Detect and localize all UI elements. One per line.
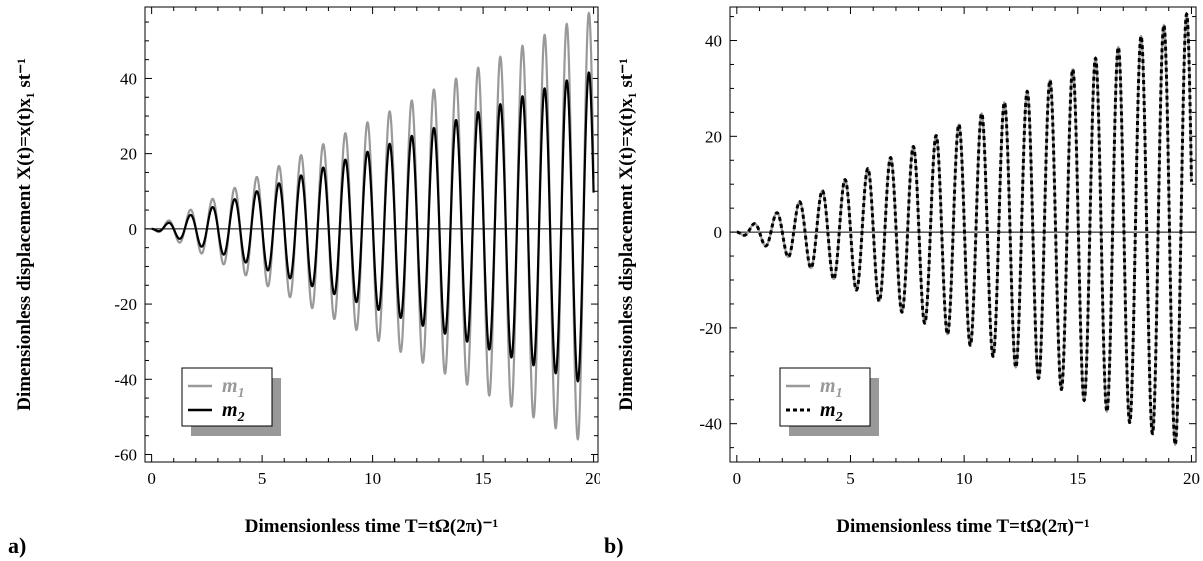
legend-label-base: m — [222, 375, 238, 397]
y-axis-title: Dimensionless displacement X(t)=x(t)x₁ s… — [616, 58, 637, 411]
panel-label: b) — [604, 533, 624, 558]
legend-label-m1: m1 — [222, 375, 245, 401]
x-tick-label: 20 — [1183, 469, 1200, 488]
chart-panel-a: 0 5 10 15 20 -60 -40 -20 0 20 40 m1 m2 Dimensionless … — [0, 0, 600, 561]
series-group — [151, 11, 595, 441]
y-tick-label: -20 — [114, 295, 137, 314]
x-axis-title: Dimensionless time T=tΩ(2π)⁻¹ — [836, 516, 1089, 537]
legend-box — [181, 367, 273, 427]
x-tick-label: 10 — [956, 469, 973, 488]
y-axis-title: Dimensionless displacement X(t)=x(t)x₁ s… — [14, 58, 35, 411]
series-group — [736, 11, 1193, 447]
plot-frame — [729, 6, 1197, 463]
chart-panel-b: 0 5 10 15 20 -40 -20 0 20 40 m1 m2 Dimensionless tim… — [602, 0, 1203, 561]
x-tick-label: 20 — [585, 469, 600, 488]
x-tick-label: 15 — [1069, 469, 1086, 488]
chart-a-svg: 0 5 10 15 20-60-40-2002040m1m2Dimensionless … — [8, 6, 600, 558]
x-tick-label: 0 — [147, 469, 156, 488]
legend-box — [779, 367, 871, 427]
series-line-m2 — [736, 11, 1193, 447]
x-axis-title: Dimensionless time T=tΩ(2π)⁻¹ — [245, 516, 498, 537]
y-tick-label: 20 — [120, 145, 137, 164]
legend-label-m2: m2 — [820, 399, 843, 425]
legend-label-m1: m1 — [820, 375, 843, 401]
plot-frame — [144, 6, 599, 463]
y-tick-label: -40 — [699, 415, 722, 434]
y-tick-label: 40 — [120, 69, 137, 88]
legend-label-subscript: 1 — [836, 386, 843, 401]
legend-label-subscript: 1 — [238, 386, 245, 401]
x-tick-label: 5 — [258, 469, 267, 488]
legend-label-subscript: 2 — [237, 410, 245, 425]
y-tick-label: -20 — [699, 319, 722, 338]
panel-label: a) — [8, 533, 26, 558]
legend-label-base: m — [820, 399, 836, 421]
legend-label-base: m — [820, 375, 836, 397]
x-tick-label: 0 — [733, 469, 742, 488]
y-tick-label: -60 — [114, 445, 137, 464]
series-line-m2 — [151, 71, 595, 383]
legend-label-subscript: 2 — [835, 410, 843, 425]
y-tick-label: 20 — [705, 127, 722, 146]
x-tick-label: 15 — [475, 469, 492, 488]
y-tick-label: -40 — [114, 370, 137, 389]
x-tick-label: 5 — [846, 469, 855, 488]
legend-label-m2: m2 — [222, 399, 245, 425]
legend-label-base: m — [222, 399, 238, 421]
y-tick-label: 0 — [714, 223, 723, 242]
y-tick-label: 0 — [129, 220, 138, 239]
y-tick-label: 40 — [705, 32, 722, 51]
x-tick-label: 10 — [364, 469, 381, 488]
